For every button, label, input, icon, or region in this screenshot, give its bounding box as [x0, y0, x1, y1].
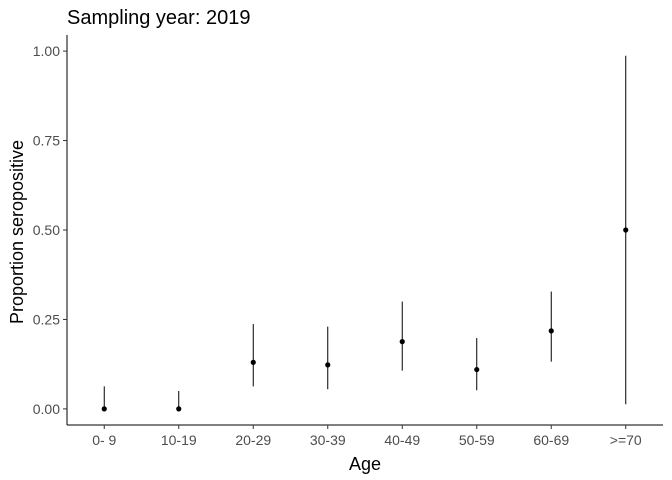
x-tick-label: 50-59 — [459, 432, 495, 448]
y-axis-title: Proportion seropositive — [7, 140, 27, 324]
plot-area: 0.00 0.25 0.50 0.75 1.00 0- 9 10-19 20-29 30-39 4… — [33, 35, 663, 448]
x-tick-label: 60-69 — [533, 432, 569, 448]
x-axis-title: Age — [349, 454, 381, 474]
x-tick-label: 40-49 — [384, 432, 420, 448]
y-tick-label: 0.50 — [33, 222, 60, 238]
x-tick-label: 20-29 — [235, 432, 271, 448]
data-point — [176, 406, 182, 412]
x-tick-label: 10-19 — [161, 432, 197, 448]
y-tick-label: 0.25 — [33, 311, 60, 327]
x-tick-label: >=70 — [610, 432, 642, 448]
data-point — [399, 339, 405, 345]
x-tick-label: 0- 9 — [92, 432, 116, 448]
data-point — [474, 366, 480, 373]
data-point — [623, 227, 629, 233]
x-tick-label: 30-39 — [310, 432, 346, 448]
data-point — [548, 328, 554, 334]
y-tick-label: 1.00 — [33, 43, 60, 59]
chart-title: Sampling year: 2019 — [67, 7, 250, 29]
data-point — [101, 406, 107, 412]
y-tick-label: 0.75 — [33, 133, 60, 149]
y-tick-label: 0.00 — [33, 401, 60, 417]
data-point — [325, 362, 331, 368]
data-point — [250, 359, 256, 365]
